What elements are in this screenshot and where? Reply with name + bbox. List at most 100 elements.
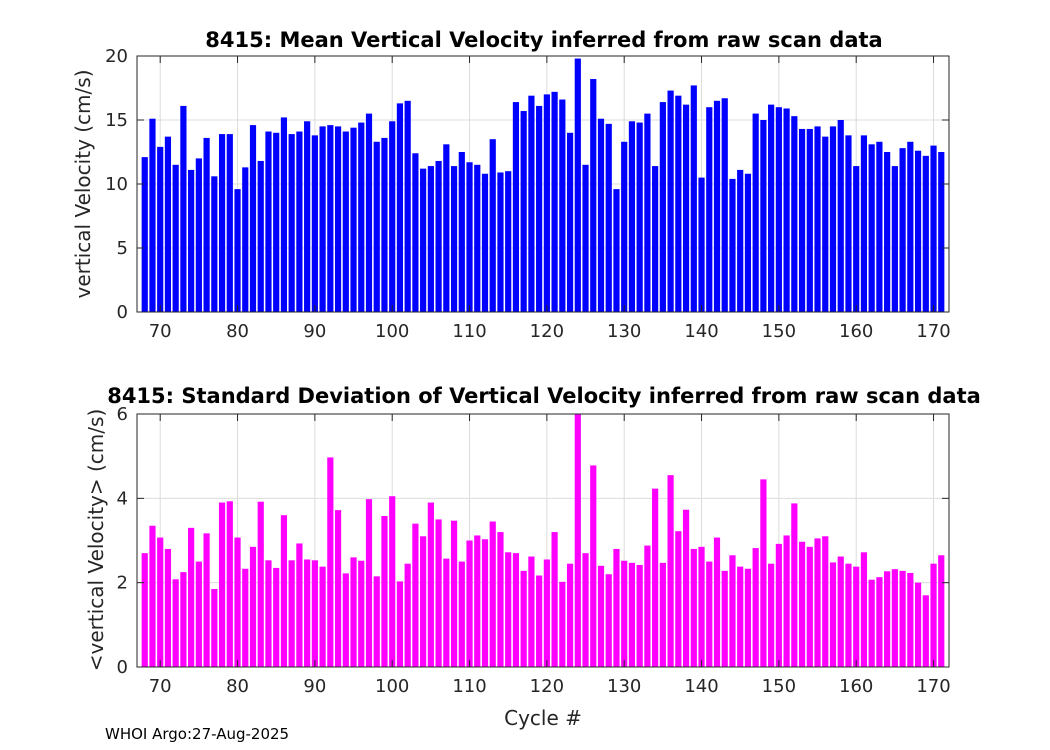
- bar: [512, 553, 520, 667]
- bar: [497, 532, 504, 667]
- bar: [829, 562, 837, 667]
- x-tick-label: 160: [839, 321, 873, 342]
- bar: [412, 523, 419, 667]
- bar: [273, 567, 280, 667]
- bar: [891, 166, 898, 312]
- bar: [536, 105, 543, 312]
- bar: [690, 85, 697, 312]
- bar: [652, 488, 659, 667]
- bar: [249, 546, 257, 667]
- bar: [242, 568, 249, 667]
- bar: [389, 496, 396, 667]
- bar: [713, 537, 721, 667]
- bar: [775, 543, 782, 667]
- bar: [365, 113, 373, 312]
- bar: [327, 457, 334, 667]
- bar: [806, 546, 813, 667]
- x-tick-label: 160: [839, 676, 873, 697]
- bar: [891, 569, 898, 667]
- bar: [342, 131, 349, 312]
- x-tick-label: 90: [303, 321, 326, 342]
- bar: [752, 113, 759, 312]
- bar: [180, 572, 187, 667]
- bar: [427, 502, 434, 667]
- bar: [195, 561, 202, 667]
- bar: [450, 520, 458, 667]
- x-tick-label: 70: [149, 676, 172, 697]
- bar: [682, 104, 690, 312]
- bar: [512, 102, 520, 312]
- bar: [775, 107, 782, 312]
- x-tick-label: 150: [762, 676, 796, 697]
- y-tick-label: 5: [117, 238, 128, 259]
- bar: [829, 126, 837, 313]
- bar: [218, 134, 226, 312]
- bar: [566, 563, 574, 667]
- bar: [837, 120, 844, 312]
- y-tick-label: 20: [105, 46, 128, 67]
- bar: [180, 105, 187, 312]
- bar: [621, 141, 628, 312]
- bar: [597, 118, 605, 312]
- bar: [203, 137, 210, 312]
- bar: [520, 570, 527, 667]
- bar: [164, 548, 172, 667]
- bar: [543, 94, 550, 313]
- bar: [164, 136, 172, 312]
- bar: [914, 582, 922, 667]
- bar: [752, 548, 759, 667]
- mean-velocity-title: 8415: Mean Vertical Velocity inferred fr…: [205, 28, 882, 52]
- bar: [373, 141, 380, 312]
- bar: [574, 58, 581, 313]
- bar: [141, 553, 148, 667]
- bar: [636, 564, 643, 667]
- bar: [350, 127, 357, 313]
- bar: [466, 540, 473, 667]
- bar: [311, 560, 318, 667]
- y-tick-label: 2: [117, 573, 128, 594]
- bar: [644, 113, 651, 312]
- bar: [474, 164, 481, 312]
- bar: [334, 126, 342, 313]
- bar: [195, 158, 202, 312]
- bar: [327, 125, 334, 313]
- bar: [342, 573, 349, 667]
- bar: [520, 111, 527, 312]
- bar: [845, 135, 852, 312]
- bar: [628, 562, 636, 667]
- bar: [257, 501, 264, 667]
- bar: [319, 566, 326, 667]
- bar: [373, 576, 380, 667]
- bar: [427, 166, 434, 312]
- bar: [853, 166, 860, 312]
- mean-velocity-ylabel: vertical Velocity (cm/s): [71, 70, 95, 299]
- bar: [311, 135, 318, 312]
- x-tick-label: 90: [303, 676, 326, 697]
- bar: [149, 525, 156, 667]
- bar: [559, 581, 566, 667]
- bar: [675, 531, 682, 667]
- bar: [922, 155, 929, 312]
- bar: [884, 152, 891, 312]
- std-velocity-ylabel: <vertical Velocity> (cm/s): [84, 409, 108, 672]
- x-tick-label: 100: [375, 676, 409, 697]
- bar: [644, 545, 651, 667]
- bar: [814, 126, 821, 313]
- bar: [536, 575, 543, 667]
- bar: [806, 128, 813, 312]
- bar: [234, 189, 241, 312]
- bar: [899, 570, 906, 667]
- y-tick-label: 15: [105, 110, 128, 131]
- bar: [334, 510, 342, 667]
- bar: [543, 559, 550, 667]
- bar: [590, 79, 597, 312]
- bar: [597, 565, 605, 667]
- bar: [458, 152, 465, 312]
- bar: [822, 536, 829, 667]
- bar: [172, 579, 179, 667]
- bar: [211, 588, 218, 667]
- bar: [481, 173, 489, 312]
- bar: [791, 503, 798, 667]
- bar: [435, 160, 442, 312]
